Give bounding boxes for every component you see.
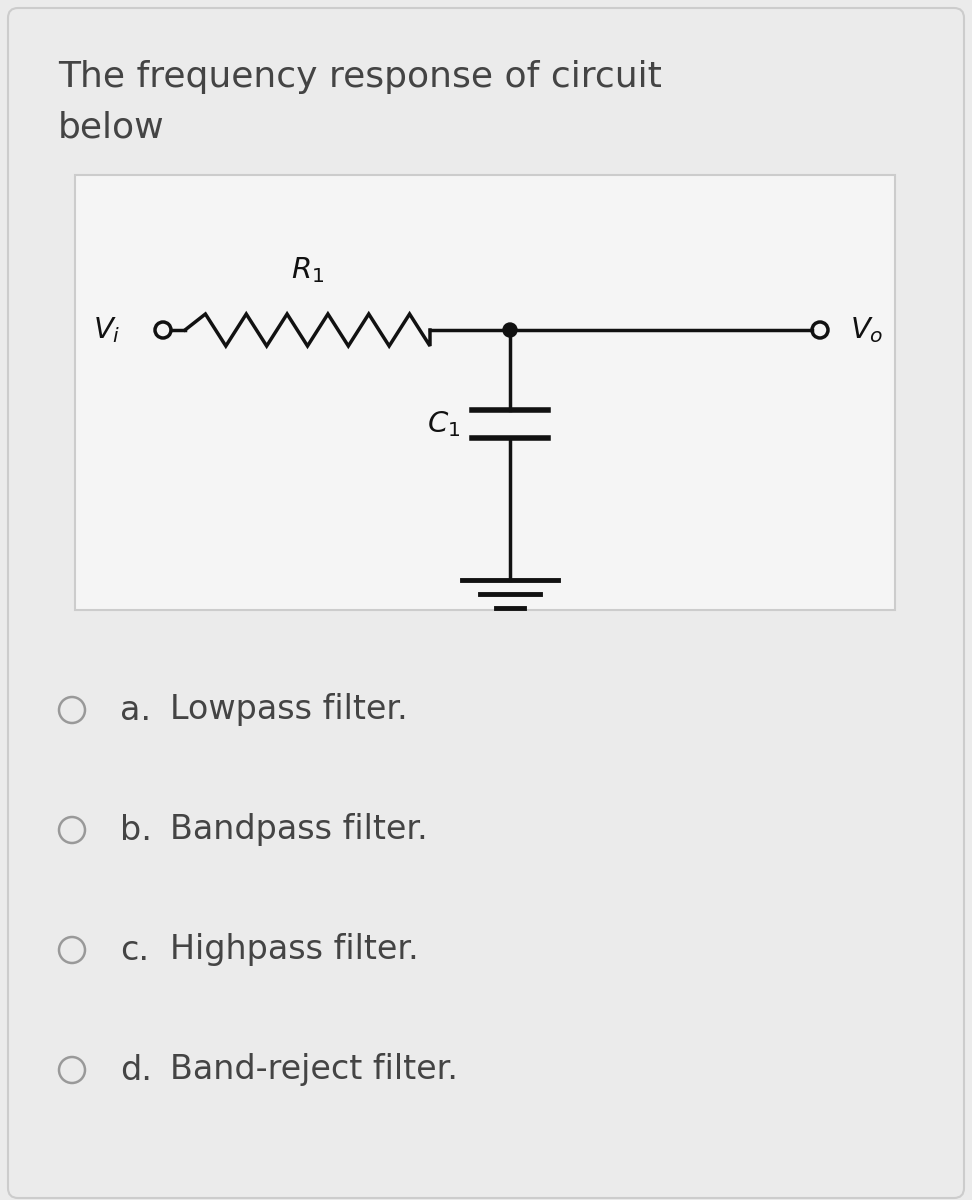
- Text: Bandpass filter.: Bandpass filter.: [170, 814, 428, 846]
- Text: b.: b.: [120, 814, 152, 846]
- Text: $V_i$: $V_i$: [92, 316, 120, 344]
- FancyBboxPatch shape: [8, 8, 964, 1198]
- Text: Lowpass filter.: Lowpass filter.: [170, 694, 407, 726]
- Text: $C_1$: $C_1$: [427, 409, 460, 439]
- Text: below: below: [58, 110, 164, 144]
- Text: The frequency response of circuit: The frequency response of circuit: [58, 60, 662, 94]
- Text: $R_1$: $R_1$: [291, 256, 324, 284]
- Text: $V_o$: $V_o$: [850, 316, 884, 344]
- Text: Band-reject filter.: Band-reject filter.: [170, 1054, 458, 1086]
- Circle shape: [503, 323, 517, 337]
- Text: Highpass filter.: Highpass filter.: [170, 934, 419, 966]
- Text: a.: a.: [120, 694, 151, 726]
- Text: d.: d.: [120, 1054, 152, 1086]
- Text: c.: c.: [120, 934, 149, 966]
- FancyBboxPatch shape: [75, 175, 895, 610]
